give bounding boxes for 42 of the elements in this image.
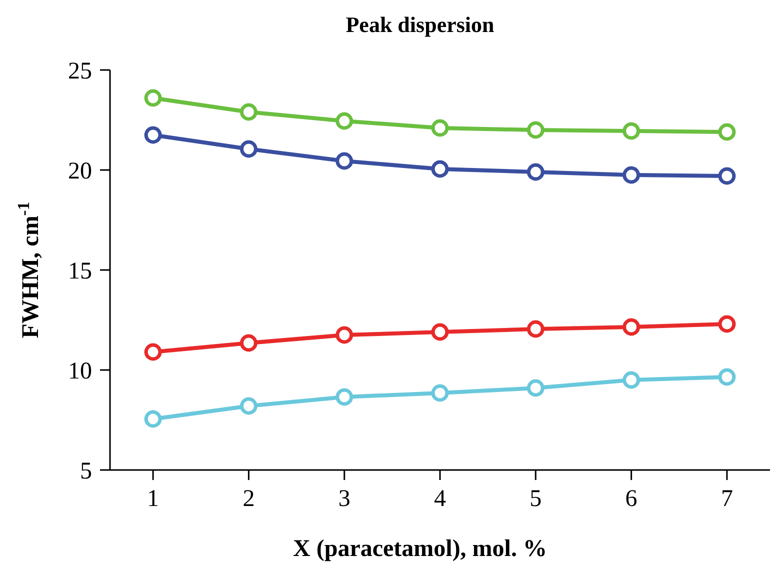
point <box>144 126 162 144</box>
point <box>622 371 640 389</box>
point <box>718 167 736 185</box>
y-tick-label: 20 <box>68 158 92 184</box>
point <box>336 326 354 344</box>
x-tick-label: 1 <box>147 486 160 512</box>
point <box>526 320 544 338</box>
point <box>526 121 544 139</box>
x-tick-label: 2 <box>242 486 255 512</box>
point <box>144 89 162 107</box>
point <box>718 368 736 386</box>
point <box>526 163 544 181</box>
point <box>240 140 258 158</box>
x-tick-label: 7 <box>720 486 733 512</box>
x-axis-title: X (paracetamol), mol. % <box>293 536 547 562</box>
point <box>431 160 449 178</box>
point <box>526 379 544 397</box>
point <box>431 119 449 137</box>
point <box>718 315 736 333</box>
point <box>336 152 354 170</box>
x-tick-label: 5 <box>530 486 542 512</box>
point <box>431 323 449 341</box>
point <box>240 334 258 352</box>
y-tick-label: 15 <box>68 258 92 284</box>
x-tick-label: 6 <box>625 486 638 512</box>
point <box>144 410 162 428</box>
y-tick-label: 25 <box>68 58 92 84</box>
point <box>622 166 640 184</box>
point <box>336 112 354 130</box>
point <box>240 103 258 121</box>
chart-title: Peak dispersion <box>346 12 494 37</box>
point <box>336 388 354 406</box>
point <box>718 123 736 141</box>
point <box>622 318 640 336</box>
point <box>144 343 162 361</box>
point <box>431 384 449 402</box>
point <box>622 122 640 140</box>
x-tick-label: 3 <box>338 486 350 512</box>
y-tick-label: 10 <box>68 358 92 384</box>
point <box>240 397 258 415</box>
x-tick-label: 4 <box>434 486 446 512</box>
y-tick-label: 5 <box>80 458 92 484</box>
